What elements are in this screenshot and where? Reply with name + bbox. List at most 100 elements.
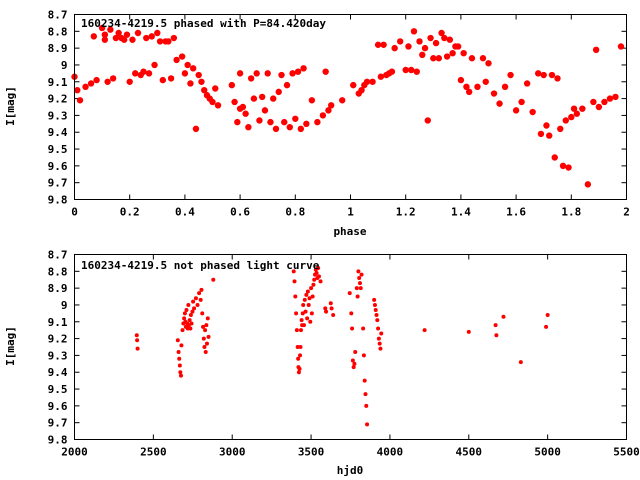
unphased-y-tick-label: 9.1 (48, 316, 68, 329)
unphased-x-axis-label: hjd0 (337, 464, 364, 477)
phased-data-point (134, 29, 142, 37)
unphased-data-point (211, 277, 216, 282)
phased-y-tick-label: 9.4 (48, 126, 68, 139)
unphased-data-point (206, 334, 211, 339)
unphased-data-point (202, 345, 207, 349)
unphased-data-points (134, 265, 550, 427)
phased-data-point (123, 31, 131, 38)
phased-chart-title: 160234-4219.5 phased with P=84.420day (81, 17, 326, 30)
phased-data-point (391, 44, 398, 52)
unphased-data-point (501, 314, 506, 319)
phased-data-point (187, 80, 194, 87)
phased-data-point (253, 70, 260, 77)
phased-data-point (427, 34, 434, 42)
unphased-data-point (374, 313, 379, 318)
unphased-x-tick-label: 2000 (61, 446, 88, 459)
unphased-data-point (494, 333, 499, 338)
unphased-chart-title: 160234-4219.5 not phased light curve (81, 259, 320, 272)
phased-data-point (479, 55, 487, 62)
unphased-data-point (294, 328, 299, 333)
unphased-data-point (294, 311, 299, 316)
phased-data-point (446, 36, 454, 43)
unphased-data-point (377, 341, 382, 346)
phased-data-point (617, 43, 625, 50)
unphased-data-point (189, 321, 194, 326)
unphased-data-point (307, 296, 312, 301)
unphased-data-point (544, 324, 549, 329)
phased-data-point (537, 130, 545, 138)
phased-data-point (239, 103, 247, 111)
unphased-data-point (178, 373, 183, 378)
phased-data-point (559, 162, 567, 170)
unphased-data-point (362, 378, 367, 383)
unphased-data-point (309, 311, 314, 316)
phased-x-tick-label: 0.8 (285, 206, 305, 219)
phased-data-point (322, 68, 329, 75)
phased-data-point (380, 41, 387, 48)
phased-data-point (115, 29, 122, 37)
phased-data-point (154, 29, 161, 37)
phased-data-point (143, 34, 150, 42)
unphased-data-point (324, 309, 329, 314)
phased-x-tick-label: 1.8 (561, 206, 581, 219)
phased-data-point (441, 34, 448, 42)
phased-data-point (416, 38, 423, 45)
phased-data-point (156, 38, 164, 45)
phased-data-point (165, 38, 172, 45)
unphased-data-point (299, 318, 304, 323)
unphased-data-point (378, 346, 383, 351)
phased-data-point (256, 117, 263, 124)
unphased-data-point (305, 316, 310, 321)
unphased-data-point (134, 333, 139, 338)
phased-data-point (402, 66, 409, 74)
phased-data-point (325, 107, 332, 114)
phased-data-point (74, 86, 81, 94)
phased-x-tick-label: 1.6 (506, 206, 526, 219)
unphased-data-point (308, 319, 313, 324)
unphased-data-point (331, 313, 336, 318)
unphased-data-point (356, 269, 361, 274)
phased-data-point (76, 97, 84, 104)
unphased-data-point (314, 271, 319, 275)
phased-data-point (87, 80, 95, 87)
unphased-data-point (354, 286, 359, 291)
unphased-data-point (306, 302, 311, 307)
phased-data-point (82, 83, 89, 91)
phased-data-point (523, 80, 531, 87)
phased-y-tick-label: 9.6 (48, 160, 68, 173)
phased-x-tick-label: 1 (347, 206, 354, 219)
phased-data-point (264, 70, 271, 77)
phased-data-point (104, 78, 111, 85)
phased-data-point (181, 70, 189, 77)
phased-data-point (410, 28, 418, 35)
phased-data-point (192, 125, 200, 133)
phased-data-point (283, 81, 291, 89)
phased-data-point (278, 71, 285, 79)
unphased-x-tick-label: 3000 (219, 446, 246, 459)
phased-data-point (126, 78, 133, 85)
unphased-data-point (197, 291, 202, 296)
unphased-data-point (199, 287, 204, 292)
phased-data-point (568, 113, 575, 121)
phased-y-tick-label: 8.9 (48, 42, 68, 55)
phased-data-point (474, 83, 481, 91)
unphased-data-point (180, 328, 185, 333)
unphased-data-point (466, 329, 471, 334)
phased-data-point (518, 98, 525, 106)
phased-data-point (435, 55, 443, 62)
phased-data-point (90, 33, 98, 40)
phased-data-point (159, 76, 167, 84)
unphased-data-point (303, 309, 308, 314)
unphased-data-point (364, 403, 369, 408)
phased-data-point (201, 86, 208, 94)
unphased-data-point (365, 422, 370, 427)
phased-data-point (245, 123, 252, 131)
unphased-data-point (302, 297, 307, 302)
phased-data-point (388, 68, 396, 75)
unphased-data-point (316, 274, 321, 279)
phased-data-point (570, 105, 578, 112)
unphased-data-point (357, 281, 362, 286)
phased-data-point (551, 154, 558, 161)
phased-data-point (565, 164, 572, 171)
